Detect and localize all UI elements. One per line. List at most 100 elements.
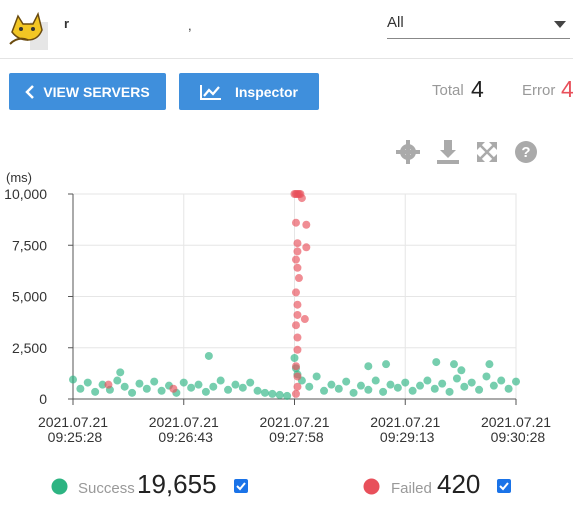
total-label: Total — [432, 82, 464, 99]
point — [485, 360, 494, 369]
point — [135, 379, 144, 388]
x-tick-label: 2021.07.21 09:26:43 — [149, 414, 219, 445]
point — [293, 310, 302, 319]
point — [201, 387, 210, 396]
point — [430, 384, 439, 393]
point — [246, 378, 255, 387]
point — [475, 385, 484, 394]
point — [293, 333, 302, 342]
y-tick-label: 2,500 — [12, 340, 47, 356]
point — [69, 375, 77, 384]
point — [371, 376, 380, 385]
chevron-icon — [25, 84, 35, 99]
point — [104, 380, 113, 389]
point — [293, 345, 302, 354]
point — [312, 372, 321, 381]
y-tick-label: 10,000 — [4, 186, 47, 202]
error-value: 4 — [561, 76, 573, 102]
point — [216, 376, 225, 385]
dropdown-arrow — [554, 21, 566, 28]
point — [275, 390, 284, 399]
point — [449, 360, 458, 369]
point — [504, 384, 513, 393]
point — [91, 387, 100, 396]
y-tick-label: 0 — [39, 391, 47, 407]
point — [187, 383, 196, 392]
point — [293, 239, 302, 248]
point — [231, 380, 240, 389]
point — [379, 387, 388, 396]
point — [512, 377, 520, 386]
point — [294, 274, 303, 283]
point — [393, 383, 402, 392]
point — [268, 389, 277, 398]
x-tick-label: 2021.07.21 09:30:28 — [481, 414, 551, 445]
chart: ? (ms) 0 2,500 5,000 7,500 10,000 2021.07.21 0… — [4, 140, 551, 445]
button-label: VIEW SERVERS — [43, 83, 150, 100]
point — [438, 379, 447, 388]
point — [142, 384, 151, 393]
point — [291, 362, 300, 371]
point — [293, 382, 302, 391]
point — [497, 376, 506, 385]
point — [291, 255, 300, 264]
x-tick-label: 2021.07.21 09:25:28 — [38, 414, 108, 445]
app-name: r — [64, 16, 70, 31]
legend-label: Failed — [391, 480, 432, 497]
point — [116, 368, 125, 377]
point — [291, 218, 300, 227]
view-servers-button[interactable]: VIEW SERVERS — [9, 73, 166, 110]
point — [194, 380, 203, 389]
point — [334, 384, 343, 393]
y-tick-label: 5,000 — [12, 289, 47, 305]
server-name: , — [188, 18, 192, 33]
app-icon — [9, 11, 48, 50]
chart-icon — [199, 84, 221, 100]
help-icon[interactable]: ? — [515, 141, 537, 163]
inspector-button[interactable]: Inspector — [179, 73, 319, 110]
point — [128, 388, 137, 397]
point — [364, 362, 373, 371]
success-count: 19,655 — [137, 469, 217, 499]
y-axis-label: (ms) — [6, 170, 32, 185]
download-icon[interactable] — [437, 140, 459, 164]
check-mark — [499, 482, 509, 491]
filter-value: All — [387, 14, 404, 31]
point — [98, 380, 107, 389]
point — [445, 387, 454, 396]
point — [401, 378, 410, 387]
point — [293, 372, 302, 381]
point — [467, 378, 476, 387]
chart-tools: ? — [396, 140, 537, 164]
point — [457, 366, 466, 375]
fullscreen-icon[interactable] — [477, 142, 497, 162]
point — [356, 381, 365, 390]
point — [349, 388, 358, 397]
point — [291, 321, 300, 330]
point — [291, 389, 300, 398]
point — [432, 358, 441, 367]
settings-icon[interactable] — [396, 140, 420, 164]
point — [209, 382, 218, 391]
point — [253, 386, 262, 395]
point — [300, 315, 309, 324]
button-label: Inspector — [234, 83, 298, 100]
divider — [0, 58, 573, 59]
point — [386, 380, 395, 389]
point — [76, 384, 85, 393]
success-checkbox[interactable] — [234, 479, 248, 493]
point — [293, 247, 302, 256]
point — [408, 386, 417, 395]
point — [83, 378, 92, 387]
failed-checkbox[interactable] — [497, 479, 511, 493]
point — [238, 383, 247, 392]
point — [452, 374, 461, 383]
point — [382, 360, 391, 369]
point — [297, 194, 306, 203]
point — [293, 300, 302, 309]
point — [305, 382, 314, 391]
point — [489, 381, 498, 390]
filter-select[interactable]: All — [387, 14, 570, 39]
legend-label: Success — [78, 480, 135, 497]
